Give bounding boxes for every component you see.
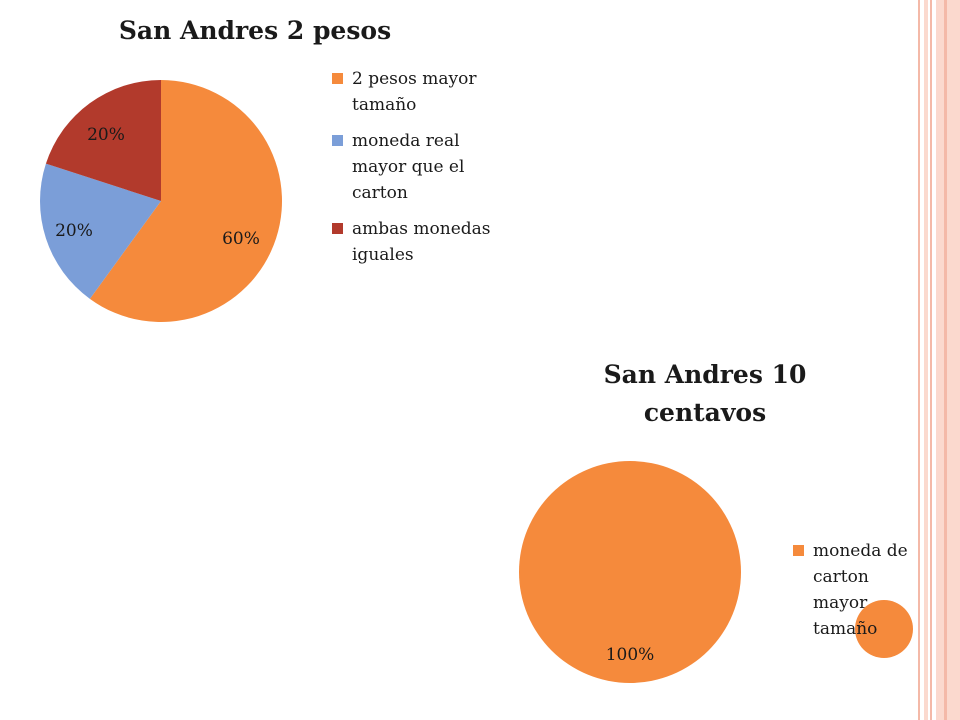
legend-swatch xyxy=(332,223,343,234)
chart-legend: 2 pesos mayor tamaño moneda real mayor q… xyxy=(332,66,507,278)
chart-title: San Andres 2 pesos xyxy=(118,16,392,45)
legend-swatch xyxy=(793,545,804,556)
pie-slice xyxy=(45,80,161,201)
pie-chart: 60% 20% 20% xyxy=(40,80,282,322)
pie-data-label: 20% xyxy=(55,221,93,241)
legend-item: 2 pesos mayor tamaño xyxy=(332,66,507,118)
pie-chart: 100% xyxy=(519,461,741,683)
right-border-decoration xyxy=(918,0,960,720)
pie-data-label: 60% xyxy=(222,229,260,249)
legend-label: moneda real mayor que el carton xyxy=(352,131,465,203)
legend-item: moneda de carton mayor tamaño xyxy=(793,538,913,642)
pie-slice xyxy=(519,461,741,683)
pie-data-label: 100% xyxy=(606,645,655,665)
legend-label: moneda de carton mayor tamaño xyxy=(813,541,908,639)
chart-legend: moneda de carton mayor tamaño xyxy=(793,538,913,652)
chart-title: San Andres 10 centavos xyxy=(603,360,807,427)
legend-item: ambas monedas iguales xyxy=(332,216,507,268)
legend-swatch xyxy=(332,135,343,146)
legend-label: ambas monedas iguales xyxy=(352,219,491,265)
pie-slice xyxy=(40,163,161,299)
pie-slice xyxy=(89,80,282,322)
legend-label: 2 pesos mayor tamaño xyxy=(352,69,477,115)
legend-item: moneda real mayor que el carton xyxy=(332,128,507,206)
legend-swatch xyxy=(332,73,343,84)
pie-data-label: 20% xyxy=(87,125,125,145)
